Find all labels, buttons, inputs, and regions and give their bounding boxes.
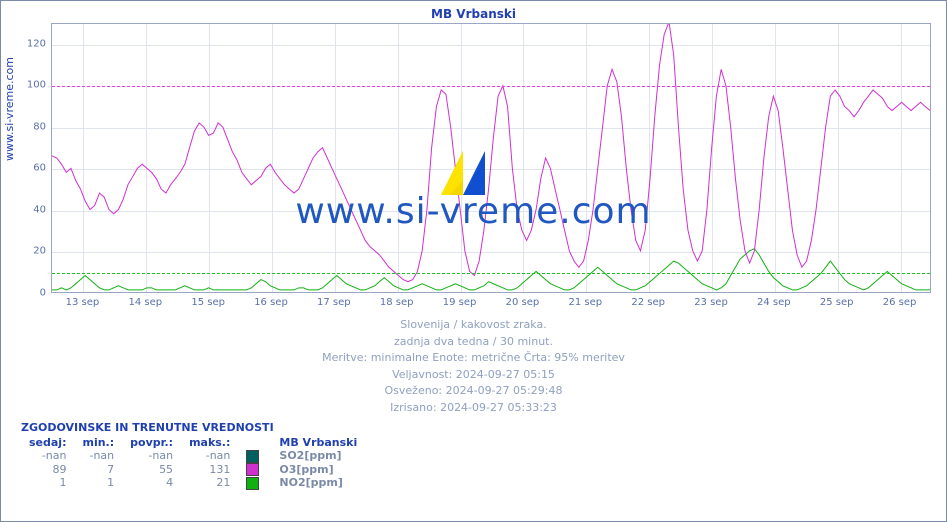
footer-line-5: Osveženo: 2024-09-27 05:29:48 (1, 383, 946, 400)
legend-cell-povpr: 55 (122, 463, 181, 477)
footer-line-3: Meritve: minimalne Enote: metrične Črta:… (1, 350, 946, 367)
legend-swatch (238, 463, 271, 477)
watermark-logo-icon (441, 151, 485, 195)
legend-swatch (238, 449, 271, 463)
x-tick-label: 15 sep (191, 297, 225, 308)
legend-cell-maks: -nan (181, 449, 238, 463)
legend-series-name: O3[ppm] (271, 463, 365, 477)
x-tick-label: 18 sep (380, 297, 414, 308)
legend-row: -nan-nan-nan-nanSO2[ppm] (21, 449, 365, 463)
x-tick-label: 25 sep (820, 297, 854, 308)
footer-line-1: Slovenija / kakovost zraka. (1, 317, 946, 334)
legend-cell-povpr: 4 (122, 476, 181, 490)
x-tick-label: 16 sep (254, 297, 288, 308)
legend-col-header: maks.: (181, 436, 238, 449)
legend-row: 11421NO2[ppm] (21, 476, 365, 490)
legend-cell-sedaj: -nan (21, 449, 74, 463)
legend-block: ZGODOVINSKE IN TRENUTNE VREDNOSTI sedaj:… (21, 421, 365, 490)
x-tick-label: 22 sep (631, 297, 665, 308)
legend-series-name: NO2[ppm] (271, 476, 365, 490)
legend-col-header: povpr.: (122, 436, 181, 449)
legend-station-label: MB Vrbanski (271, 436, 365, 449)
y-axis-link[interactable]: www.si-vreme.com (3, 57, 16, 161)
x-tick-label: 13 sep (66, 297, 100, 308)
series-canvas (52, 24, 930, 292)
x-tick-label: 26 sep (883, 297, 917, 308)
y-tick-label: 120 (6, 38, 46, 49)
y-tick-label: 60 (6, 163, 46, 174)
legend-cell-maks: 131 (181, 463, 238, 477)
legend-cell-min: -nan (74, 449, 122, 463)
legend-swatch (238, 476, 271, 490)
legend-cell-povpr: -nan (122, 449, 181, 463)
legend-series-name: SO2[ppm] (271, 449, 365, 463)
y-tick-label: 100 (6, 80, 46, 91)
legend-row: 89755131 O3[ppm] (21, 463, 365, 477)
x-tick-label: 23 sep (694, 297, 728, 308)
x-tick-label: 24 sep (757, 297, 791, 308)
footer-line-4: Veljavnost: 2024-09-27 05:15 (1, 367, 946, 384)
legend-cell-sedaj: 1 (21, 476, 74, 490)
legend-col-header: sedaj: (21, 436, 74, 449)
legend-heading: ZGODOVINSKE IN TRENUTNE VREDNOSTI (21, 421, 365, 434)
y-tick-label: 20 (6, 246, 46, 257)
x-tick-label: 14 sep (128, 297, 162, 308)
y-tick-label: 40 (6, 204, 46, 215)
chart-plot-area (51, 23, 931, 293)
legend-col-header: min.: (74, 436, 122, 449)
legend-cell-sedaj: 89 (21, 463, 74, 477)
x-tick-label: 19 sep (443, 297, 477, 308)
legend-cell-min: 7 (74, 463, 122, 477)
y-tick-label: 80 (6, 121, 46, 132)
legend-table: sedaj:min.:povpr.:maks.:MB Vrbanski-nan-… (21, 436, 365, 490)
footer-line-2: zadnja dva tedna / 30 minut. (1, 334, 946, 351)
y-tick-label: 0 (6, 288, 46, 299)
legend-cell-min: 1 (74, 476, 122, 490)
chart-title: MB Vrbanski (1, 7, 946, 21)
legend-cell-maks: 21 (181, 476, 238, 490)
footer-line-6: Izrisano: 2024-09-27 05:33:23 (1, 400, 946, 417)
x-tick-label: 17 sep (317, 297, 351, 308)
chart-footer: Slovenija / kakovost zraka. zadnja dva t… (1, 317, 946, 416)
x-tick-label: 21 sep (568, 297, 602, 308)
x-tick-label: 20 sep (506, 297, 540, 308)
